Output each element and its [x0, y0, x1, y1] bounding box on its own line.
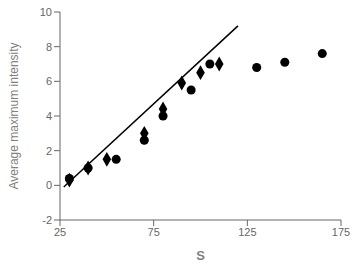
svg-text:10: 10 — [40, 6, 52, 18]
svg-text:175: 175 — [332, 226, 349, 238]
svg-text:4: 4 — [46, 110, 52, 122]
svg-text:0: 0 — [46, 179, 52, 191]
svg-text:25: 25 — [54, 226, 66, 238]
svg-text:75: 75 — [148, 226, 160, 238]
svg-text:2: 2 — [46, 145, 52, 157]
svg-text:6: 6 — [46, 75, 52, 87]
svg-text:-2: -2 — [42, 214, 52, 226]
svg-text:S: S — [196, 248, 205, 263]
svg-text:125: 125 — [238, 226, 256, 238]
svg-text:Average maximum intensity: Average maximum intensity — [8, 42, 21, 189]
svg-text:8: 8 — [46, 41, 52, 53]
